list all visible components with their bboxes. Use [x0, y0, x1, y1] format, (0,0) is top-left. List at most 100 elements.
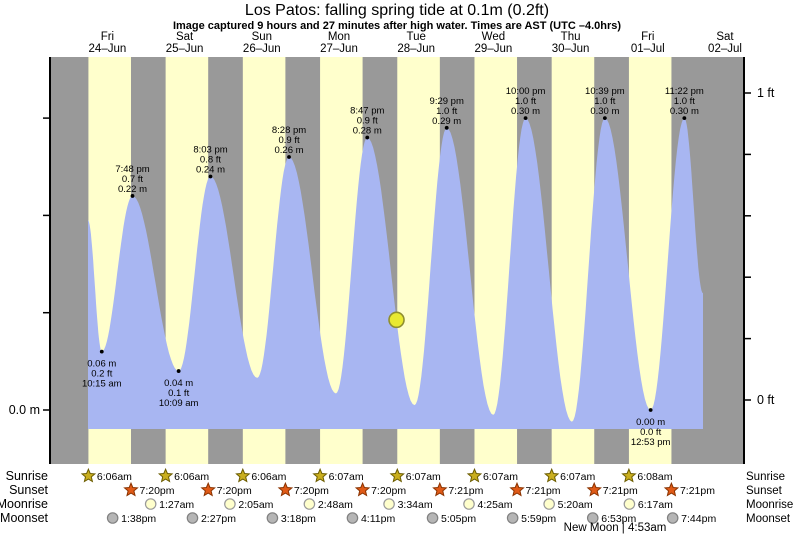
tide-curve	[88, 118, 703, 429]
sunset-time-label: 7:21pm	[680, 485, 715, 497]
sunset-star-icon	[354, 481, 371, 497]
high-tide-annotation-line: 0.7 ft	[122, 174, 143, 185]
low-tide-annotation-line: 0.00 m	[636, 417, 665, 428]
day-name-label: Mon	[328, 31, 350, 43]
day-date-label: 26–Jun	[243, 43, 281, 55]
high-tide-annotation-line: 1.0 ft	[436, 106, 457, 117]
y-axis-right-zero-ft-label: 0 ft	[757, 393, 775, 407]
day-name-label: Sun	[252, 31, 272, 43]
sunrise-star-icon	[389, 467, 405, 483]
moonrise-circle-icon	[224, 498, 236, 510]
low-tide-dot	[176, 369, 181, 373]
sunset-time-label: 7:21pm	[448, 485, 483, 497]
high-tide-annotation-line: 0.29 m	[432, 116, 461, 127]
high-tide-annotation-line: 0.8 ft	[200, 154, 221, 165]
moonrise-time-label: 6:17am	[638, 499, 673, 511]
sunrise-star-icon	[621, 467, 637, 483]
moonset-row-label-left: Moonset	[0, 511, 48, 525]
sunrise-star-icon	[157, 467, 174, 483]
sunrise-time-label: 6:06am	[97, 471, 132, 483]
sunrise-star-icon	[235, 467, 251, 483]
current-level-marker	[388, 311, 405, 329]
low-tide-annotation-line: 12:53 pm	[631, 437, 671, 448]
moonrise-circle-icon	[144, 498, 157, 510]
sunrise-star-icon	[466, 467, 483, 483]
day-date-label: 25–Jun	[166, 43, 204, 55]
sunrise-row-label-right: Sunrise	[746, 471, 785, 483]
high-tide-annotation-line: 0.30 m	[590, 106, 619, 117]
high-tide-annotation-line: 0.30 m	[670, 106, 699, 117]
high-tide-annotation-line: 7:48 pm	[115, 164, 149, 175]
high-tide-annotation-line: 8:03 pm	[193, 144, 227, 155]
low-tide-annotation-line: 0.04 m	[164, 378, 193, 389]
sunrise-time-label: 6:07am	[560, 471, 595, 483]
moonrise-time-label: 5:20am	[558, 499, 593, 511]
sunset-star-icon	[663, 481, 680, 497]
low-tide-dot	[648, 408, 653, 412]
moonset-row-label-right: Moonset	[746, 513, 791, 525]
day-date-label: 28–Jun	[397, 43, 435, 55]
moonset-circle-icon	[506, 512, 519, 524]
moonset-circle-icon	[426, 512, 439, 524]
high-tide-annotation-line: 0.28 m	[353, 126, 382, 137]
sunset-time-label: 7:20pm	[371, 485, 406, 497]
high-tide-annotation-line: 0.22 m	[118, 184, 147, 195]
sunset-star-icon	[277, 481, 294, 497]
new-moon-note: New Moon | 4:53am	[564, 522, 667, 534]
day-date-label: 29–Jun	[475, 43, 513, 55]
sunset-time-label: 7:20pm	[217, 485, 252, 497]
y-axis-left-zero-label: 0.0 m	[9, 403, 40, 417]
sunset-time-label: 7:21pm	[526, 485, 561, 497]
sunrise-star-icon	[543, 467, 560, 483]
sunrise-time-label: 6:07am	[483, 471, 518, 483]
sunrise-row-label-left: Sunrise	[6, 469, 48, 483]
moonset-time-label: 5:59pm	[521, 513, 556, 525]
day-name-label: Thu	[561, 31, 581, 43]
sunset-star-icon	[509, 481, 525, 497]
day-name-label: Sat	[716, 31, 734, 43]
moonrise-time-label: 2:48am	[318, 499, 353, 511]
page-title: Los Patos: falling spring tide at 0.1m (…	[245, 2, 549, 19]
moonrise-circle-icon	[543, 498, 555, 510]
high-tide-annotation-line: 11:22 pm	[665, 86, 704, 97]
moonset-time-label: 5:05pm	[441, 513, 476, 525]
high-tide-dot	[287, 155, 291, 159]
moonset-time-label: 3:18pm	[281, 513, 316, 525]
low-tide-annotation-line: 10:15 am	[82, 379, 122, 390]
sunset-row-label-right: Sunset	[746, 485, 783, 497]
high-tide-annotation-line: 10:39 pm	[585, 86, 625, 97]
moonset-circle-icon	[346, 512, 359, 524]
high-tide-dot	[365, 135, 370, 140]
moonset-circle-icon	[586, 512, 599, 524]
current-level-marker-group	[388, 311, 405, 329]
high-tide-annotation-line: 0.24 m	[196, 164, 225, 175]
moonset-circle-icon	[106, 512, 119, 524]
sunset-star-icon	[432, 481, 448, 497]
date-labels: Fri24–JunSat25–JunSun26–JunMon27–JunTue2…	[89, 31, 742, 55]
moonrise-time-label: 2:05am	[238, 499, 273, 511]
day-name-label: Tue	[407, 31, 426, 43]
moonset-time-label: 6:53pm	[601, 513, 636, 525]
moonrise-row-label-right: Moonrise	[746, 499, 793, 511]
sunset-time-label: 7:21pm	[603, 485, 638, 497]
low-tide-annotation-line: 0.2 ft	[91, 369, 112, 380]
sunrise-time-label: 6:07am	[329, 471, 364, 483]
high-tide-annotation-line: 0.26 m	[275, 145, 304, 156]
low-tide-annotation-line: 10:09 am	[159, 398, 199, 409]
low-tide-annotation-line: 0.0 ft	[640, 427, 661, 438]
sunrise-star-icon	[312, 467, 328, 483]
day-date-label: 27–Jun	[320, 43, 358, 55]
high-tide-annotation-line: 9:29 pm	[430, 96, 464, 107]
moonrise-time-label: 1:27am	[159, 499, 194, 511]
sunset-row-label-left: Sunset	[9, 483, 48, 497]
high-tide-annotation-line: 1.0 ft	[594, 96, 615, 107]
high-tide-dot	[682, 116, 687, 120]
sunset-star-icon	[123, 481, 139, 497]
high-tide-annotation-line: 8:47 pm	[350, 106, 384, 117]
sunrise-star-icon	[80, 467, 97, 483]
high-tide-annotation-line: 8:28 pm	[272, 125, 306, 136]
y-axis-right-one-ft-label: 1 ft	[757, 86, 775, 100]
sunset-time-label: 7:20pm	[139, 485, 174, 497]
